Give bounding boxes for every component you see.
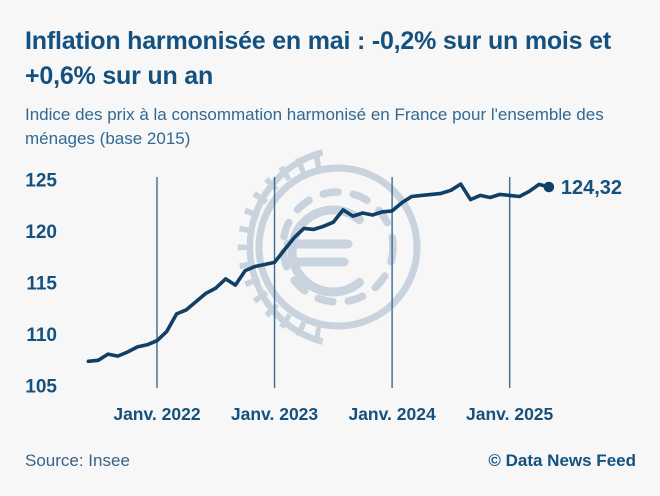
credit-label: © Data News Feed xyxy=(488,451,636,470)
coin-face-outline xyxy=(255,164,421,330)
last-point-dot xyxy=(543,181,555,193)
coin-inner-dashed-circle xyxy=(279,188,397,306)
header: Inflation harmonisée en mai : -0,2% sur … xyxy=(25,24,637,151)
y-tick-label: 110 xyxy=(26,325,57,346)
x-tick-label: Janv. 2025 xyxy=(466,404,554,424)
y-tick-label: 105 xyxy=(25,377,57,398)
chart-subtitle: Indice des prix à la consommation harmon… xyxy=(25,105,604,148)
x-tick-label: Janv. 2024 xyxy=(348,404,436,424)
y-axis-tick-labels: 125 120 115 110 105 xyxy=(25,171,57,398)
last-value-label: 124,32 xyxy=(561,177,622,199)
chart-title: Inflation harmonisée en mai : -0,2% sur … xyxy=(25,27,611,90)
y-tick-label: 115 xyxy=(26,274,57,295)
euro-symbol-arc xyxy=(287,205,364,297)
x-axis-tick-labels: Janv. 2022 Janv. 2023 Janv. 2024 Janv. 2025 xyxy=(113,404,553,424)
coin-edge-rim xyxy=(246,149,324,345)
x-tick-label: Janv. 2022 xyxy=(113,404,201,424)
euro-coin-icon xyxy=(237,149,421,345)
data-series: 124,32 xyxy=(86,177,622,364)
x-tick-label: Janv. 2023 xyxy=(231,404,319,424)
source-label: Source: Insee xyxy=(25,451,130,470)
y-tick-label: 120 xyxy=(25,222,57,243)
inflation-line xyxy=(86,182,551,364)
y-tick-label: 125 xyxy=(25,171,57,192)
